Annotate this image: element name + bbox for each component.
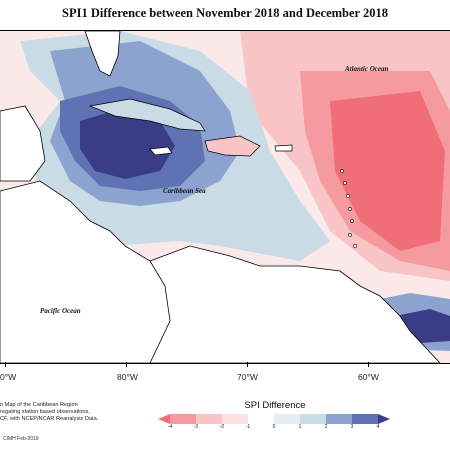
caption-line: CF, with NCEP/NCAR Reanalysis Data. xyxy=(0,416,99,422)
legend-tick-label: 3 xyxy=(350,424,354,430)
legend-cell xyxy=(248,414,274,424)
legend-tick-label: -2 xyxy=(219,424,225,430)
legend-arrow-right xyxy=(378,414,390,424)
legend-cell xyxy=(222,414,248,424)
caption-line: regating station based observations, xyxy=(0,409,90,415)
legend-tick-label: 4 xyxy=(376,424,380,430)
pacific-ocean-label: Pacific Ocean xyxy=(40,307,81,315)
atlantic-ocean-label: Atlantic Ocean xyxy=(345,65,389,73)
legend-cell xyxy=(326,414,352,424)
caribbean-core-positive xyxy=(80,109,175,179)
legend-colorbar xyxy=(158,414,390,424)
legend-tick-label: -1 xyxy=(245,424,251,430)
hispaniola-land xyxy=(204,135,261,157)
lesser-antilles xyxy=(340,169,358,249)
legend-cell xyxy=(300,414,326,424)
legend-cell xyxy=(352,414,378,424)
legend-tick-label: -4 xyxy=(167,424,173,430)
lon-label-60w: 60°W xyxy=(358,372,379,382)
caribbean-sea-label: Caribbean Sea xyxy=(163,187,206,195)
legend-cell xyxy=(196,414,222,424)
lon-tick xyxy=(5,362,6,367)
cuba-land xyxy=(88,98,206,132)
legend-tick-label: 1 xyxy=(298,424,302,430)
legend-cell xyxy=(170,414,196,424)
credit-text: CIMH Feb-2019 xyxy=(3,436,39,442)
puerto-rico-land xyxy=(274,144,293,152)
lon-tick xyxy=(247,362,248,367)
lon-tick xyxy=(368,362,369,367)
lon-label-0: 0°W xyxy=(0,372,17,382)
map-title: SPI1 Difference between November 2018 an… xyxy=(62,6,388,20)
guiana-core-positive xyxy=(395,309,450,343)
legend-tick-label: 2 xyxy=(324,424,328,430)
south-america-land xyxy=(149,245,441,363)
legend-cell xyxy=(274,414,300,424)
legend-title: SPI Difference xyxy=(244,400,306,411)
spi-difference-map: Atlantic Ocean Caribbean Sea Pacific Oce… xyxy=(0,30,450,364)
jamaica-land xyxy=(149,146,173,156)
caption-line: n Map of the Caribbean Region xyxy=(0,402,78,408)
lon-label-70w: 70°W xyxy=(237,372,258,382)
legend-tick-label: -3 xyxy=(193,424,199,430)
map-caption: n Map of the Caribbean Region regating s… xyxy=(0,402,98,423)
yucatan-land xyxy=(0,105,46,182)
lon-tick xyxy=(126,362,127,367)
lon-label-80w: 80°W xyxy=(117,372,138,382)
florida-land xyxy=(84,31,121,77)
atlantic-core-negative xyxy=(330,91,445,251)
legend-arrow-left xyxy=(158,414,170,424)
legend-tick-label: 0 xyxy=(272,424,276,430)
